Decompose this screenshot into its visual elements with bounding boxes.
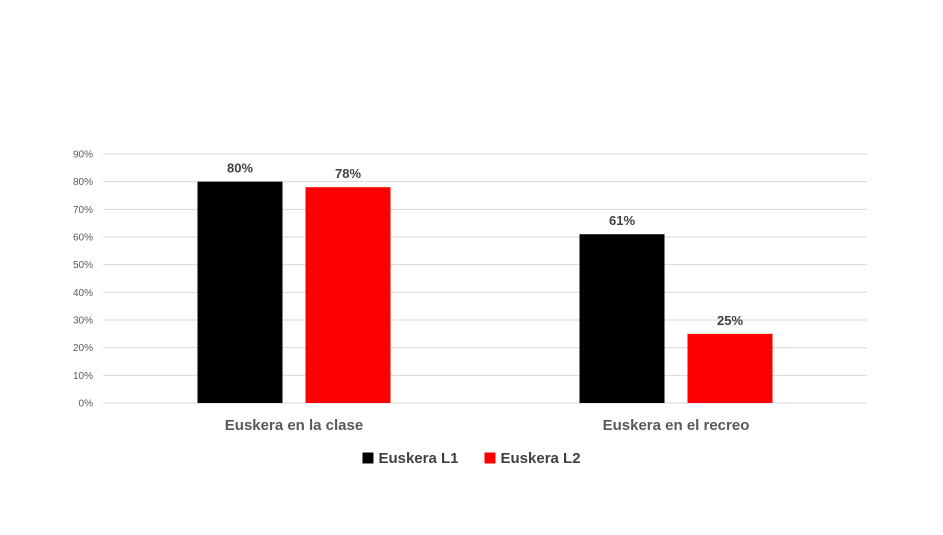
- legend-swatch: [362, 452, 374, 464]
- y-tick-label: 10%: [73, 371, 93, 382]
- y-axis-ticks: 0% 10% 20% 30% 40% 50% 60% 70% 80% 90%: [73, 150, 93, 410]
- y-tick-label: 0%: [79, 399, 94, 410]
- legend-item: Euskera L1: [362, 450, 459, 467]
- y-tick-label: 40%: [73, 288, 93, 299]
- y-tick-label: 60%: [73, 233, 93, 244]
- data-label: 61%: [609, 213, 635, 228]
- y-tick-label: 80%: [73, 177, 93, 188]
- legend: Euskera L1 Euskera L2: [362, 450, 581, 467]
- legend-swatch: [484, 452, 496, 464]
- bars: [197, 181, 773, 403]
- category-labels: Euskera en la clase Euskera en el recreo: [225, 417, 750, 434]
- data-label: 78%: [335, 166, 361, 181]
- y-tick-label: 20%: [73, 343, 93, 354]
- y-tick-label: 70%: [73, 205, 93, 216]
- data-label: 80%: [227, 161, 253, 176]
- bar-euskera-l2: [687, 333, 773, 403]
- data-labels: 80% 78% 61% 25%: [227, 161, 743, 328]
- y-tick-label: 50%: [73, 260, 93, 271]
- category-label: Euskera en la clase: [225, 417, 363, 434]
- bar-euskera-l2: [305, 187, 391, 403]
- data-label: 25%: [717, 313, 743, 328]
- category-label: Euskera en el recreo: [603, 417, 750, 434]
- bar-euskera-l1: [579, 234, 665, 403]
- legend-item: Euskera L2: [484, 450, 581, 467]
- legend-label: Euskera L2: [501, 450, 581, 467]
- legend-label: Euskera L1: [378, 450, 458, 467]
- bar-euskera-l1: [197, 181, 283, 403]
- y-tick-label: 90%: [73, 150, 93, 161]
- y-tick-label: 30%: [73, 316, 93, 327]
